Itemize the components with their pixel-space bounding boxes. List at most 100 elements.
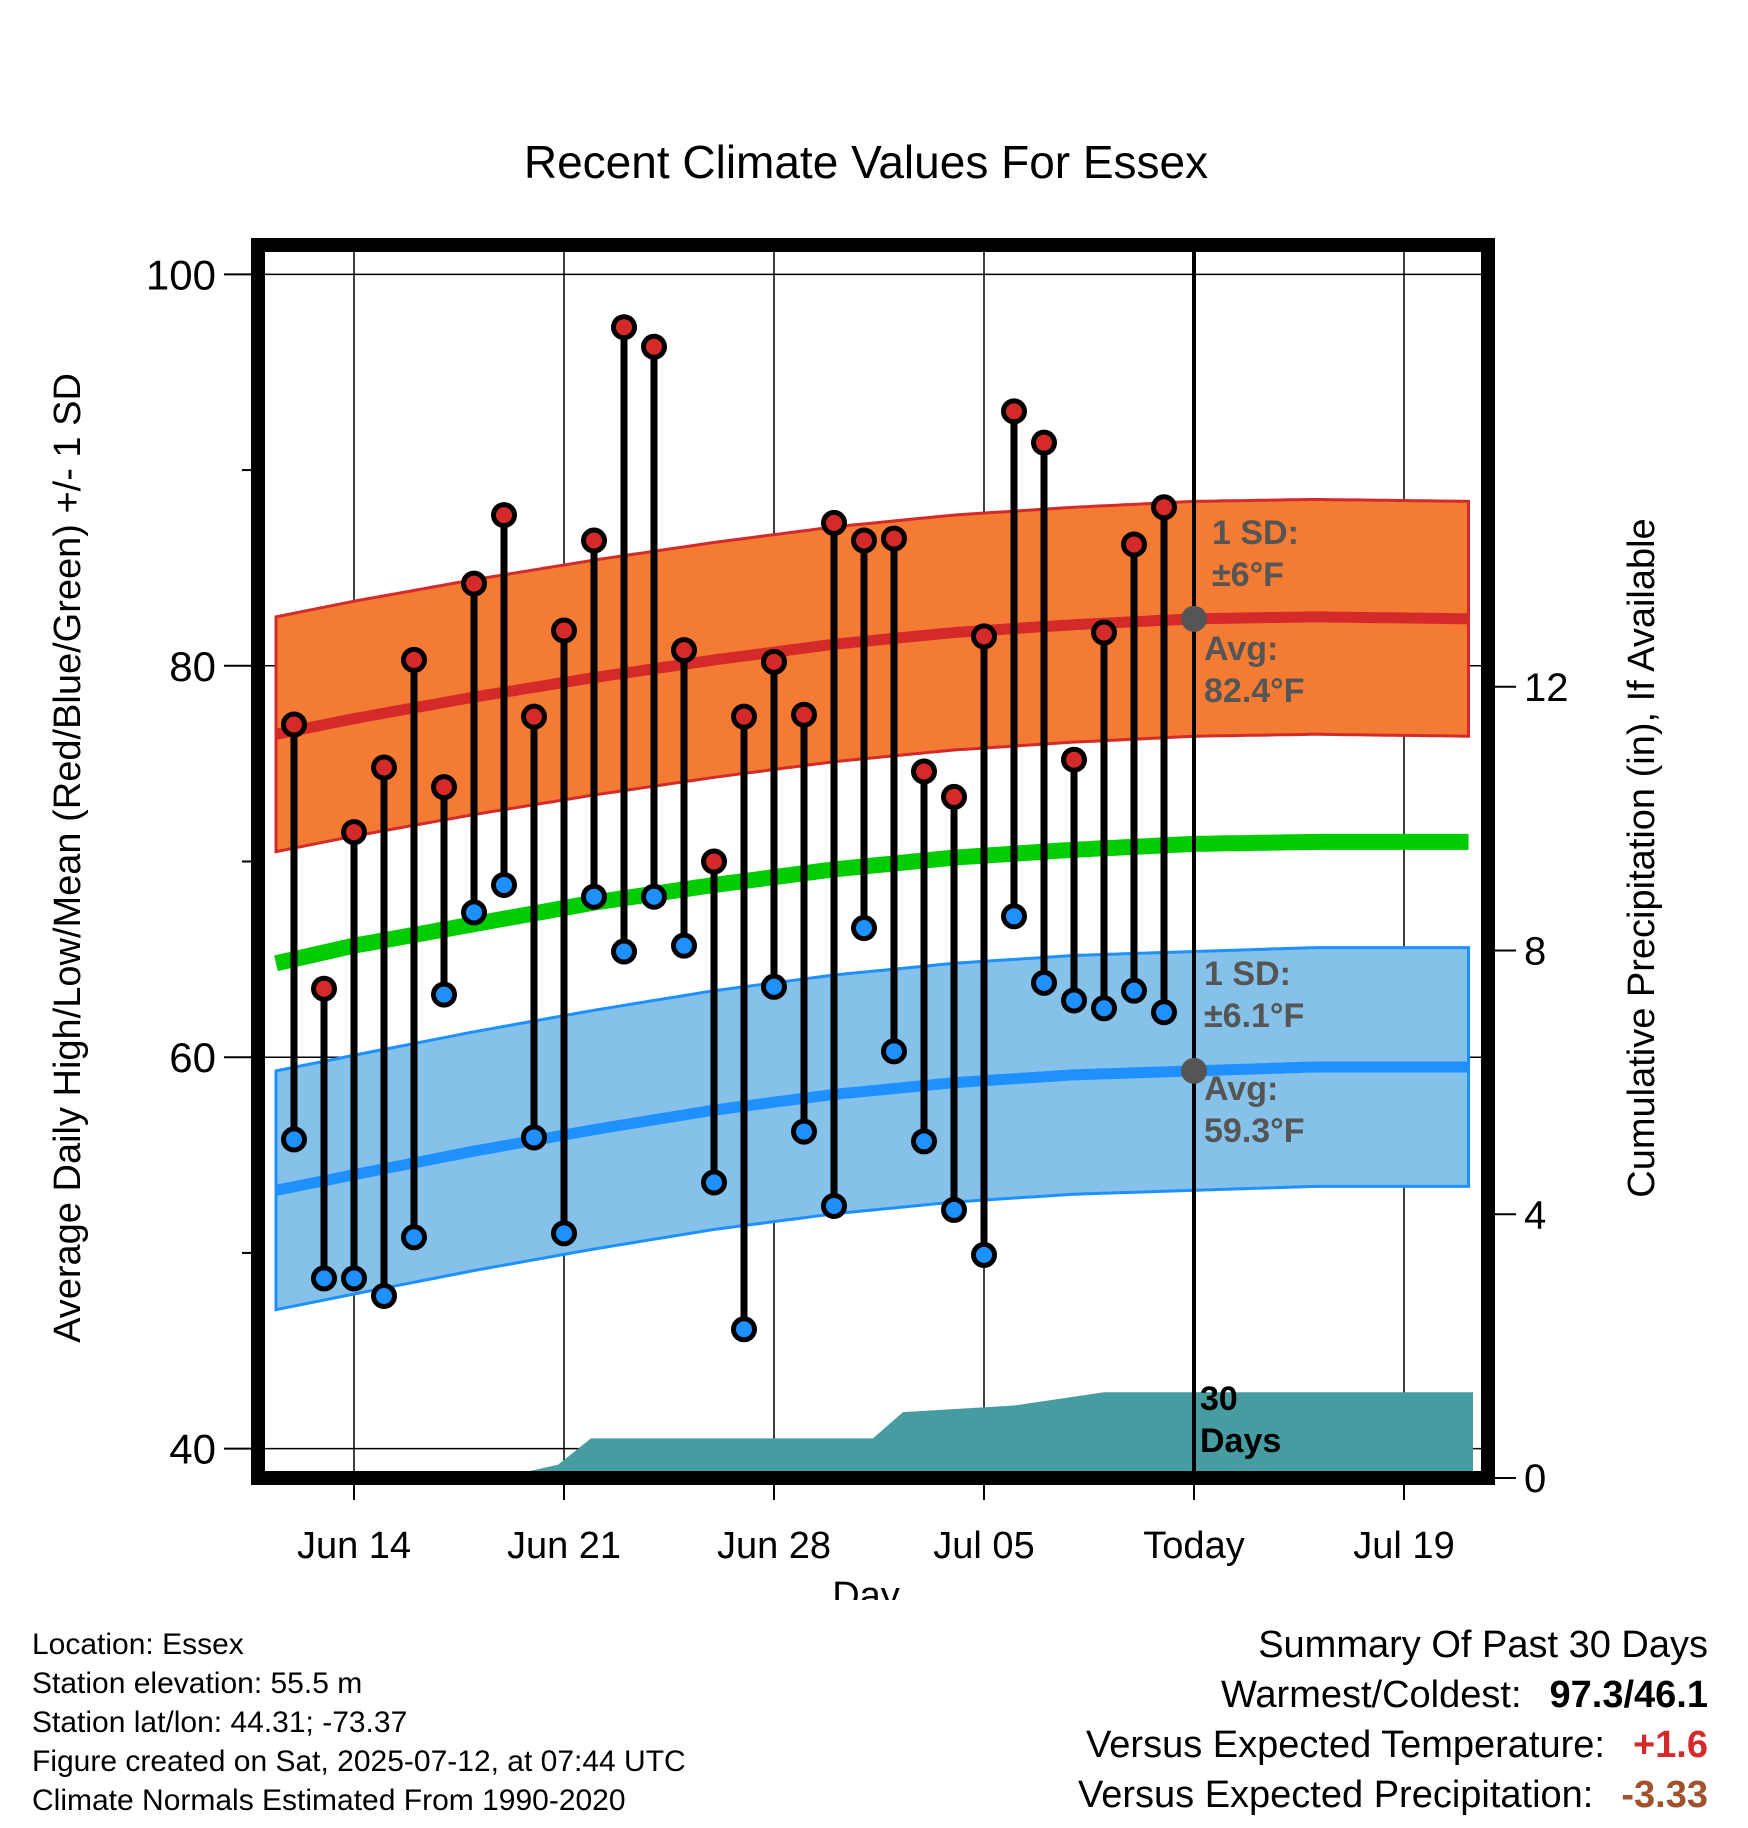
high-sd-annotation: 1 SD: — [1212, 514, 1299, 552]
daily-low-point — [281, 1126, 307, 1153]
low-sd-band — [274, 946, 1470, 1312]
daily-high-point — [911, 758, 937, 785]
station-latlon: Station lat/lon: 44.31; -73.37 — [32, 1706, 408, 1739]
climate-normals-period: Climate Normals Estimated From 1990-2020 — [32, 1784, 626, 1817]
precip-anomaly-label: Versus Expected Precipitation: — [1077, 1774, 1594, 1816]
daily-low-point — [461, 899, 487, 926]
daily-high-point — [371, 754, 397, 781]
daily-low-point — [641, 883, 667, 910]
x-axis-label: Day — [832, 1575, 900, 1600]
daily-low-point — [701, 1169, 727, 1196]
daily-high-point — [611, 314, 637, 341]
daily-low-point — [761, 973, 787, 1000]
daily-low-point — [311, 1265, 337, 1292]
daily-low-point — [611, 938, 637, 965]
y-tick-label: 80 — [169, 643, 216, 690]
location-name: Location: Essex — [32, 1628, 244, 1661]
daily-low-point — [581, 883, 607, 910]
daily-high-point — [791, 701, 817, 728]
daily-high-point — [311, 975, 337, 1002]
daily-low-point — [431, 981, 457, 1008]
x-tick-label: Jun 21 — [507, 1525, 621, 1567]
summary-warmest-row: Warmest/Coldest: 97.3/46.1 — [1078, 1670, 1708, 1720]
daily-high-point — [1031, 429, 1057, 456]
daily-low-point — [341, 1265, 367, 1292]
summary-precip-row: Versus Expected Precipitation: -3.33 — [1078, 1770, 1708, 1820]
warmest-label: Warmest/Coldest: — [1220, 1674, 1522, 1716]
x-tick-label: Jul 05 — [933, 1525, 1034, 1567]
daily-high-point — [551, 617, 577, 644]
window-annotation: 30 — [1200, 1380, 1238, 1418]
daily-high-point — [881, 525, 907, 552]
daily-high-point — [1061, 746, 1087, 773]
y2-tick-label: 8 — [1524, 930, 1546, 974]
daily-high-point — [521, 703, 547, 730]
daily-low-point — [521, 1124, 547, 1151]
daily-low-point — [881, 1038, 907, 1065]
daily-low-point — [941, 1196, 967, 1223]
daily-high-point — [341, 819, 367, 846]
high-avg-annotation: Avg: — [1204, 630, 1278, 668]
temp-anomaly-label: Versus Expected Temperature: — [1086, 1724, 1605, 1766]
daily-low-point — [731, 1316, 757, 1343]
precip-anomaly-value: -3.33 — [1621, 1774, 1708, 1816]
y2-tick-label: 0 — [1524, 1457, 1546, 1501]
daily-high-point — [671, 637, 697, 664]
x-tick-label: Jun 28 — [717, 1525, 831, 1567]
y-tick-label: 40 — [169, 1426, 216, 1473]
daily-low-point — [791, 1118, 817, 1145]
y2-axis-label: Cumulative Precipitation (in), If Availa… — [1621, 518, 1663, 1197]
daily-high-point — [1001, 398, 1027, 425]
figure-created: Figure created on Sat, 2025-07-12, at 07… — [32, 1745, 686, 1778]
daily-low-point — [851, 915, 877, 942]
summary-temp-row: Versus Expected Temperature: +1.6 — [1078, 1720, 1708, 1770]
daily-high-point — [461, 570, 487, 597]
low-avg-annotation: 59.3°F — [1204, 1112, 1305, 1150]
x-tick-label: Jun 14 — [297, 1525, 411, 1567]
daily-low-point — [821, 1192, 847, 1219]
daily-low-point — [1031, 969, 1057, 996]
daily-high-point — [1091, 619, 1117, 646]
daily-high-point — [281, 711, 307, 738]
y2-tick-label: 12 — [1524, 666, 1569, 710]
daily-high-point — [431, 774, 457, 801]
low-sd-annotation: 1 SD: — [1204, 955, 1291, 993]
daily-low-point — [491, 871, 517, 898]
daily-low-point — [401, 1224, 427, 1251]
daily-high-point — [491, 502, 517, 529]
daily-low-point — [551, 1220, 577, 1247]
high-avg-annotation: 82.4°F — [1204, 672, 1305, 710]
daily-low-point — [1121, 977, 1147, 1004]
summary-panel: Summary Of Past 30 Days Warmest/Coldest:… — [1078, 1620, 1708, 1820]
daily-high-point — [701, 848, 727, 875]
normal-mean-line — [274, 833, 1469, 972]
daily-high-point — [821, 509, 847, 536]
y-tick-label: 100 — [146, 251, 216, 298]
today-low-normal-marker — [1181, 1057, 1207, 1084]
window-annotation: Days — [1200, 1422, 1281, 1460]
station-elevation: Station elevation: 55.5 m — [32, 1667, 363, 1700]
plot-area: 1 SD: ±6°F Avg: 82.4°F 1 SD: ±6.1°F Avg: 59.3°F… — [146, 238, 1569, 1567]
daily-low-point — [671, 932, 697, 959]
low-avg-annotation: Avg: — [1204, 1070, 1278, 1108]
normal-low-line — [274, 1061, 1469, 1196]
chart-title: Recent Climate Values For Essex — [524, 136, 1208, 188]
daily-low-point — [911, 1128, 937, 1155]
daily-high-point — [1121, 531, 1147, 558]
precip-area — [276, 1392, 1473, 1478]
station-info: Location: Essex Station elevation: 55.5 … — [32, 1625, 686, 1820]
y2-tick-label: 4 — [1524, 1193, 1546, 1237]
daily-high-point — [641, 333, 667, 360]
daily-high-point — [401, 646, 427, 673]
daily-high-point — [851, 527, 877, 554]
daily-low-point — [1061, 987, 1087, 1014]
daily-high-point — [581, 527, 607, 554]
low-sd-annotation: ±6.1°F — [1204, 997, 1304, 1035]
daily-high-point — [971, 623, 997, 650]
daily-high-point — [761, 648, 787, 675]
daily-low-point — [371, 1282, 397, 1309]
y-axis-label: Average Daily High/Low/Mean (Red/Blue/Gr… — [47, 373, 89, 1343]
x-tick-label: Today — [1143, 1525, 1244, 1567]
daily-high-point — [1151, 494, 1177, 521]
warmest-value: 97.3/46.1 — [1549, 1674, 1708, 1716]
